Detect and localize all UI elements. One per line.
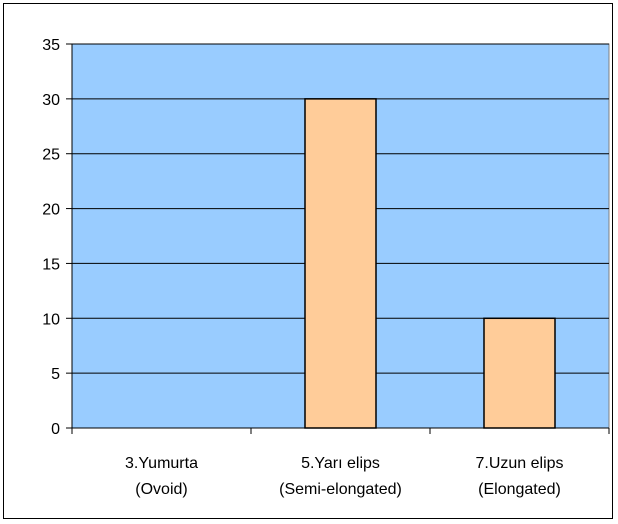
bar: [304, 98, 377, 429]
x-tick-label: 3.Yumurta: [125, 455, 198, 472]
x-tick-label: 7.Uzun elips: [475, 455, 563, 472]
y-tick-label: 20: [42, 202, 60, 219]
bar: [483, 317, 556, 429]
y-tick-label: 35: [42, 37, 60, 54]
y-tick-label: 25: [42, 147, 60, 164]
x-tick-label: (Semi-elongated): [279, 481, 402, 498]
x-tick-label: (Ovoid): [135, 481, 187, 498]
y-tick-label: 10: [42, 311, 60, 328]
x-tick-label: (Elongated): [478, 481, 561, 498]
y-tick-label: 15: [42, 256, 60, 273]
y-tick-label: 30: [42, 92, 60, 109]
y-tick-label: 0: [51, 421, 60, 438]
x-tick-label: 5.Yarı elips: [301, 455, 380, 472]
y-tick-label: 5: [51, 366, 60, 383]
